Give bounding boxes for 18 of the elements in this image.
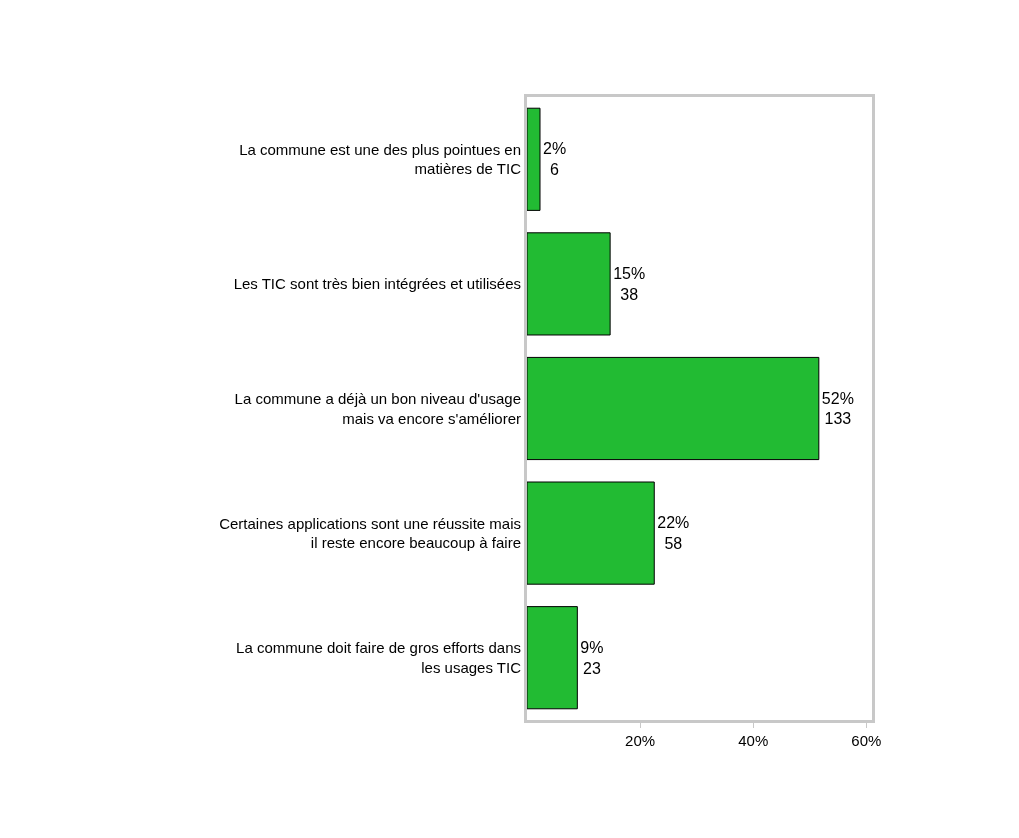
data-label: 9% 23: [580, 638, 604, 677]
data-label: 2% 6: [543, 140, 567, 179]
y-tick-label: Les TIC sont très bien intégrées et utilisées: [233, 275, 521, 293]
bar: [527, 232, 611, 336]
data-label: 15% 38: [613, 265, 646, 303]
y-tick-label: La commune a déjà un bon niveau d'usage mais va encore s'améliorer: [234, 390, 521, 427]
y-tick-label: Certaines applications sont une réussite mais il reste encore beaucoup à faire: [219, 514, 521, 552]
x-tick-label: 40%: [738, 732, 769, 749]
bar: [527, 606, 578, 710]
y-tick-label: La commune est une des plus pointues en matières de TIC: [239, 140, 522, 178]
bar: [527, 356, 820, 461]
x-tick-label: 60%: [851, 732, 882, 749]
x-tick-label: 20%: [625, 732, 656, 749]
data-label: 52% 133: [821, 389, 854, 428]
bar: [527, 107, 541, 211]
bar: [527, 481, 655, 585]
y-tick-label: La commune doit faire de gros efforts dans les usages TIC: [236, 639, 522, 676]
data-label: 22% 58: [657, 514, 690, 552]
